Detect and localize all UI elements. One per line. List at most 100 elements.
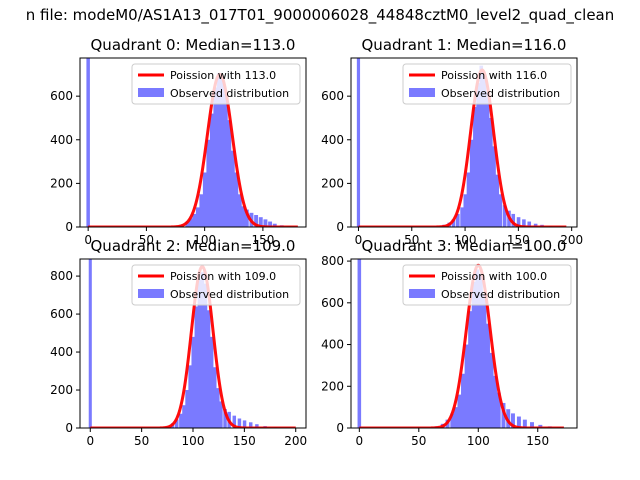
x-tick-label: 100 — [193, 233, 216, 247]
hist-bar — [188, 365, 192, 428]
axes-frame — [79, 57, 307, 228]
hist-bar — [489, 352, 494, 428]
hist-bar — [522, 219, 526, 227]
hist-bar — [197, 279, 202, 428]
hist-bar — [501, 402, 506, 428]
hist-bar — [213, 87, 218, 227]
hist-bar — [223, 93, 228, 227]
hist-bar — [195, 207, 200, 227]
hist-bar — [192, 213, 197, 227]
legend: Poission with 109.0 Observed distribution — [131, 264, 301, 306]
y-tick-label: 0 — [336, 421, 344, 435]
hist-bar — [227, 120, 232, 227]
y-tick-label: 600 — [50, 89, 73, 103]
legend-poisson-label: Poission with 109.0 — [170, 270, 276, 283]
hist-bar — [255, 424, 259, 428]
hist-bar — [469, 139, 474, 227]
y-tick-label: 0 — [65, 421, 73, 435]
quadrant-0-plot: 0 50 100 150 0 200 400 600 Quadrant 0: Median=11… — [50, 36, 307, 247]
hist-bar — [191, 336, 195, 428]
quadrant-panels: 0 50 100 150 0 200 400 600 Quadrant 0: Median=11… — [50, 36, 583, 448]
hist-bar — [216, 73, 221, 227]
hist-bar — [202, 172, 207, 227]
x-tick-label: 50 — [139, 233, 154, 247]
legend-observed-label: Observed distribution — [170, 87, 289, 100]
x-tick-label: 0 — [86, 434, 94, 448]
hist-bar — [479, 65, 484, 227]
x-tick-label: 100 — [454, 233, 477, 247]
hist-bar — [476, 83, 480, 227]
quadrant-title: Quadrant 3: Median=100.0 — [362, 237, 567, 255]
hist-bar — [237, 418, 242, 428]
hist-bar — [460, 207, 464, 227]
x-tick-label: 100 — [182, 434, 205, 448]
hist-bar — [533, 223, 538, 227]
hist-bar-zero-spike — [356, 58, 361, 227]
hist-bar — [482, 294, 487, 428]
hist-bar — [516, 416, 521, 428]
hist-bar — [464, 344, 469, 428]
legend-patch-swatch — [409, 289, 435, 298]
x-tick-label: 0 — [355, 233, 363, 247]
poisson-curve — [89, 265, 297, 428]
hist-bar — [492, 146, 496, 227]
y-tick-label: 0 — [336, 220, 344, 234]
hist-bar — [495, 174, 500, 227]
hist-bar — [272, 223, 277, 227]
hist-bar — [219, 401, 223, 428]
x-tick-label: 200 — [284, 434, 307, 448]
x-tick-label: 200 — [560, 233, 583, 247]
y-tick-label: 400 — [321, 133, 344, 147]
hist-bar — [237, 194, 242, 227]
hist-bar — [230, 150, 235, 227]
hist-bar — [456, 213, 460, 227]
hist-bar — [451, 219, 456, 227]
hist-bar — [254, 215, 259, 227]
hist-bar — [209, 336, 214, 428]
hist-bar-zero-spike — [357, 259, 362, 428]
hist-bar — [206, 139, 211, 227]
axes-frame — [350, 258, 578, 429]
hist-bar — [209, 113, 214, 227]
hist-bar — [527, 221, 532, 227]
hist-bar — [511, 213, 516, 227]
x-tick-label: 0 — [84, 233, 92, 247]
hist-bar — [179, 413, 183, 428]
quadrant-title: Quadrant 1: Median=116.0 — [362, 36, 567, 54]
quadrant-3-plot: 0 50 100 150 0 200 400 600 800 Quadrant 3: Median… — [321, 237, 578, 448]
quadrant-1-plot-area — [356, 58, 568, 227]
hist-bar — [185, 221, 190, 227]
figure-suptitle: n file: modeM0/AS1A13_017T01_9000006028_… — [26, 6, 615, 25]
hist-bar — [482, 74, 487, 227]
quadrant-title: Quadrant 2: Median=109.0 — [91, 237, 296, 255]
hist-bar — [216, 388, 220, 428]
legend-observed-label: Observed distribution — [170, 288, 289, 301]
hist-bar — [510, 413, 515, 428]
legend-observed-label: Observed distribution — [441, 288, 560, 301]
hist-bar — [450, 413, 455, 428]
y-tick-label: 0 — [65, 220, 73, 234]
quadrant-2-plot: 0 50 100 150 200 0 200 400 600 800 Quadrant 2: Med… — [50, 237, 307, 448]
hist-bar — [232, 415, 237, 428]
hist-bar — [478, 273, 483, 428]
y-tick-label: 200 — [50, 176, 73, 190]
hist-bar — [485, 91, 490, 227]
hist-bar — [194, 306, 199, 428]
quadrant-1-plot: 0 50 100 150 200 0 200 400 600 Quadrant 1: Median… — [321, 36, 583, 247]
hist-bar — [188, 218, 193, 227]
y-tick-label: 600 — [321, 89, 344, 103]
quadrant-title: Quadrant 0: Median=113.0 — [91, 36, 296, 54]
y-tick-label: 600 — [321, 296, 344, 310]
x-tick-label: 50 — [411, 434, 426, 448]
y-tick-label: 800 — [50, 269, 73, 283]
hist-bar — [220, 76, 225, 227]
hist-bar — [203, 283, 208, 428]
hist-bar — [242, 420, 247, 428]
hist-bar-zero-spike — [86, 58, 90, 227]
legend-observed-label: Observed distribution — [441, 87, 560, 100]
legend: Poission with 113.0 Observed distribution — [131, 63, 301, 105]
hist-bar — [498, 194, 503, 227]
hist-bar — [466, 172, 471, 227]
hist-bar — [496, 392, 501, 428]
hist-bar — [475, 269, 480, 428]
